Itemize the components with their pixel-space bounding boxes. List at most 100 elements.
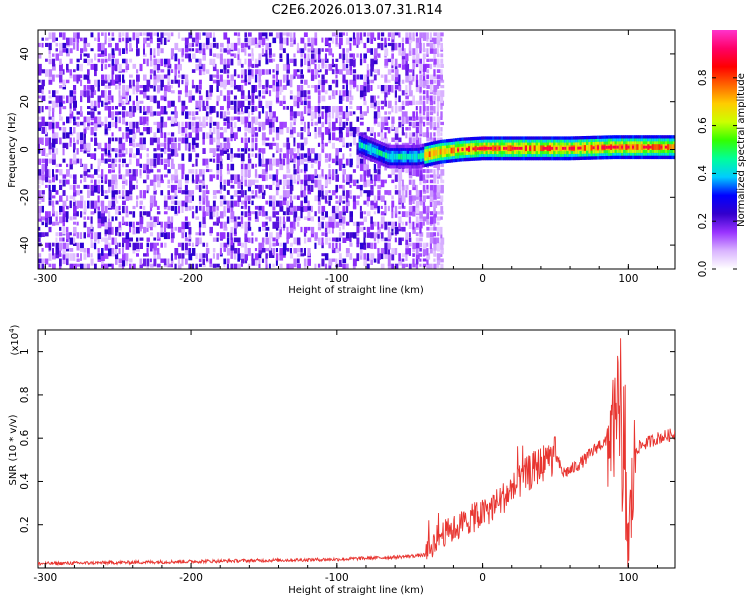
spectrogram-cell	[184, 111, 189, 119]
spectrogram-cell	[59, 95, 63, 103]
spectrogram-cell	[160, 74, 164, 80]
spectrogram-cell	[268, 48, 272, 55]
spectrogram-cell	[436, 163, 440, 171]
spectrogram-cell	[412, 258, 415, 264]
spectrogram-cell	[303, 127, 306, 133]
spectrogram-cell	[45, 42, 49, 47]
spectrogram-cell	[384, 48, 389, 56]
spectrogram-cell	[59, 137, 62, 145]
spectrogram-cell	[303, 53, 307, 59]
spectrogram-cell	[153, 74, 157, 80]
spectrogram-cell	[94, 37, 97, 41]
spectrogram-cell	[111, 200, 116, 207]
spectrogram-cell	[387, 174, 392, 178]
spectrogram-cell	[198, 195, 202, 201]
spectrogram-cell	[226, 169, 231, 175]
spectrogram-cell	[87, 111, 91, 115]
spectrogram-cell	[244, 132, 247, 137]
spectrogram-cell	[125, 221, 129, 226]
spectrogram-cell	[440, 48, 444, 52]
spectrogram-cell	[174, 184, 178, 191]
spectrogram-cell	[195, 253, 198, 260]
spectrogram-cell	[328, 226, 331, 234]
spectrogram-cell	[230, 74, 234, 81]
spectrogram-cell	[366, 69, 370, 77]
spectrogram-cell	[125, 42, 128, 51]
spectrogram-cell	[258, 79, 262, 88]
spectrogram-ridge-peak	[542, 146, 547, 150]
spectrogram-cell	[240, 205, 244, 209]
spectrogram-cell	[73, 263, 77, 269]
spectrogram-cell	[202, 216, 206, 224]
spectrogram-cell	[132, 100, 135, 106]
spectrogram-cell	[384, 205, 387, 214]
spectrogram-cell	[310, 205, 313, 213]
spectrogram-cell	[356, 184, 361, 190]
spectrogram-cell	[359, 53, 362, 59]
spectrogram-cell	[167, 216, 171, 224]
spectrogram-cell	[163, 90, 167, 97]
spectrogram-cell	[55, 253, 60, 259]
spectrogram-cell	[317, 85, 321, 90]
spectrogram-cell	[251, 211, 256, 215]
spectrogram-cell	[66, 142, 69, 150]
spectrogram-cell	[272, 248, 276, 256]
spectrogram-cell	[363, 79, 367, 87]
spectrogram-cell	[45, 69, 48, 77]
spectrogram-cell	[83, 90, 87, 98]
spectrogram-cell	[265, 85, 269, 91]
spectrogram-cell	[394, 184, 398, 190]
spectrogram-cell	[230, 216, 234, 223]
spectrogram-cell	[160, 258, 164, 263]
spectrogram-cell	[321, 74, 325, 80]
spectrogram-cell	[66, 248, 70, 252]
spectrogram-cell	[247, 205, 251, 213]
spectrogram-cell	[289, 121, 293, 130]
spectrogram-cell	[268, 53, 272, 58]
spectrogram-cell	[97, 32, 100, 39]
spectrogram-cell	[101, 58, 104, 64]
spectrogram-cell	[394, 174, 398, 182]
spectrogram-cell	[345, 116, 349, 121]
spectrogram-cell	[184, 179, 189, 184]
spectrogram-ridge-cell	[470, 146, 473, 152]
spectrogram-cell	[237, 190, 242, 195]
spectrogram-ridge-cell	[376, 149, 379, 155]
spectrogram-cell	[251, 195, 255, 199]
spectrogram-cell	[59, 216, 63, 224]
spectrogram-cell	[174, 142, 177, 150]
spectrogram-cell	[255, 269, 257, 275]
spectrogram-cell	[184, 127, 188, 134]
spectrogram-cell	[212, 248, 216, 253]
spectrogram-cell	[289, 242, 293, 247]
spectrogram-cell	[240, 137, 244, 143]
spectrogram-cell	[118, 116, 121, 124]
spectrogram-cell	[167, 158, 170, 166]
spectrogram-cell	[198, 169, 203, 177]
spectrogram-cell	[405, 85, 408, 93]
spectrogram-cell	[45, 106, 49, 110]
spectrogram-cell	[328, 42, 331, 48]
spectrogram-cell	[359, 74, 363, 80]
spectrogram-cell	[115, 174, 118, 182]
spectrogram-cell	[73, 190, 77, 197]
spectrogram-cell	[83, 205, 87, 212]
spectrogram-cell	[118, 158, 121, 163]
spectrogram-cell	[363, 216, 367, 222]
spectrogram-cell	[349, 79, 354, 85]
spectrogram-cell	[129, 169, 132, 174]
spectrogram-cell	[247, 237, 251, 243]
spectrogram-cell	[163, 211, 168, 215]
spectrogram-cell	[111, 205, 116, 210]
spectrogram-cell	[143, 53, 147, 57]
spectrogram-cell	[226, 258, 230, 264]
spectrogram-cell	[83, 53, 88, 57]
spectrogram-cell	[338, 232, 343, 238]
spectrogram-cell	[191, 148, 196, 152]
spectrogram-cell	[237, 48, 240, 55]
spectrogram-cell	[328, 153, 332, 161]
spectrogram-cell	[41, 158, 46, 163]
spectrogram-cell	[275, 253, 279, 261]
spectrogram-cell	[398, 258, 403, 266]
spectrogram-cell	[345, 95, 349, 102]
